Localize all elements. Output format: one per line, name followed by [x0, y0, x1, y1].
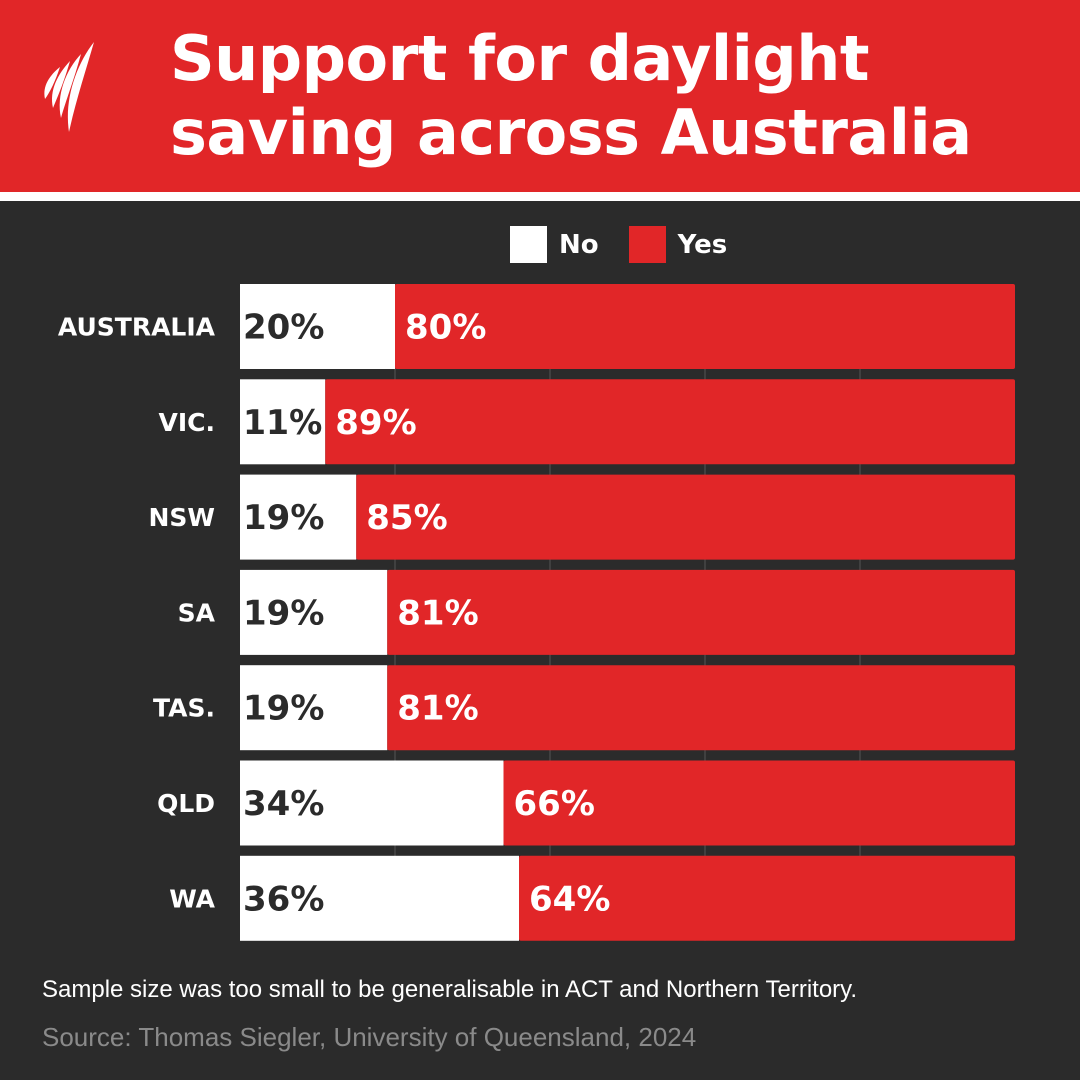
legend-swatch-no: [510, 226, 547, 263]
value-label-no: 34%: [243, 784, 324, 824]
legend-label-yes: Yes: [677, 229, 728, 260]
chart-title: Support for daylight saving across Austr…: [170, 22, 972, 170]
category-label: NSW: [148, 503, 215, 532]
bar-yes: [325, 379, 1015, 465]
source-credit: Source: Thomas Siegler, University of Qu…: [42, 1022, 697, 1052]
value-label-no: 19%: [243, 593, 324, 633]
header-banner: [0, 0, 1080, 192]
value-label-no: 11%: [243, 403, 322, 443]
bar-no: [240, 474, 357, 560]
category-label: SA: [178, 598, 216, 627]
category-label: QLD: [157, 789, 215, 818]
legend-swatch-yes: [628, 226, 666, 263]
title-line-1: Support for daylight: [170, 22, 870, 95]
value-label-yes: 80%: [405, 308, 486, 348]
category-label: AUSTRALIA: [58, 313, 216, 342]
value-label-no: 19%: [243, 689, 324, 729]
bar-yes: [387, 569, 1015, 655]
bar-no: [240, 569, 388, 655]
legend-item-yes: Yes: [628, 226, 728, 263]
category-label: VIC.: [159, 408, 216, 437]
bar-no: [240, 665, 388, 751]
bar-no: [240, 379, 326, 465]
bar-no: [240, 760, 504, 846]
title-line-2: saving across Australia: [170, 96, 972, 169]
bar-no: [240, 284, 395, 369]
category-label: TAS.: [153, 694, 215, 723]
footnote: Sample size was too small to be generali…: [42, 976, 858, 1003]
value-label-yes: 64%: [529, 879, 610, 919]
bar-yes: [387, 665, 1015, 751]
bar-yes: [503, 760, 1015, 846]
value-label-yes: 81%: [397, 593, 478, 633]
legend: No Yes: [510, 226, 757, 263]
sbs-logo-icon: [44, 42, 94, 132]
bar-no: [240, 855, 519, 941]
bar-yes: [356, 474, 1015, 560]
value-label-yes: 81%: [397, 689, 478, 729]
value-label-no: 20%: [243, 308, 324, 348]
value-label-yes: 89%: [335, 403, 416, 443]
value-label-no: 19%: [243, 498, 324, 538]
category-label: WA: [169, 884, 215, 913]
value-label-yes: 66%: [514, 784, 595, 824]
legend-label-no: No: [559, 229, 599, 260]
bar-yes: [395, 284, 1015, 369]
value-label-no: 36%: [243, 879, 324, 919]
legend-item-no: No: [510, 226, 599, 263]
bar-yes: [519, 855, 1015, 941]
header-divider: [0, 192, 1080, 201]
value-label-yes: 85%: [366, 498, 447, 538]
